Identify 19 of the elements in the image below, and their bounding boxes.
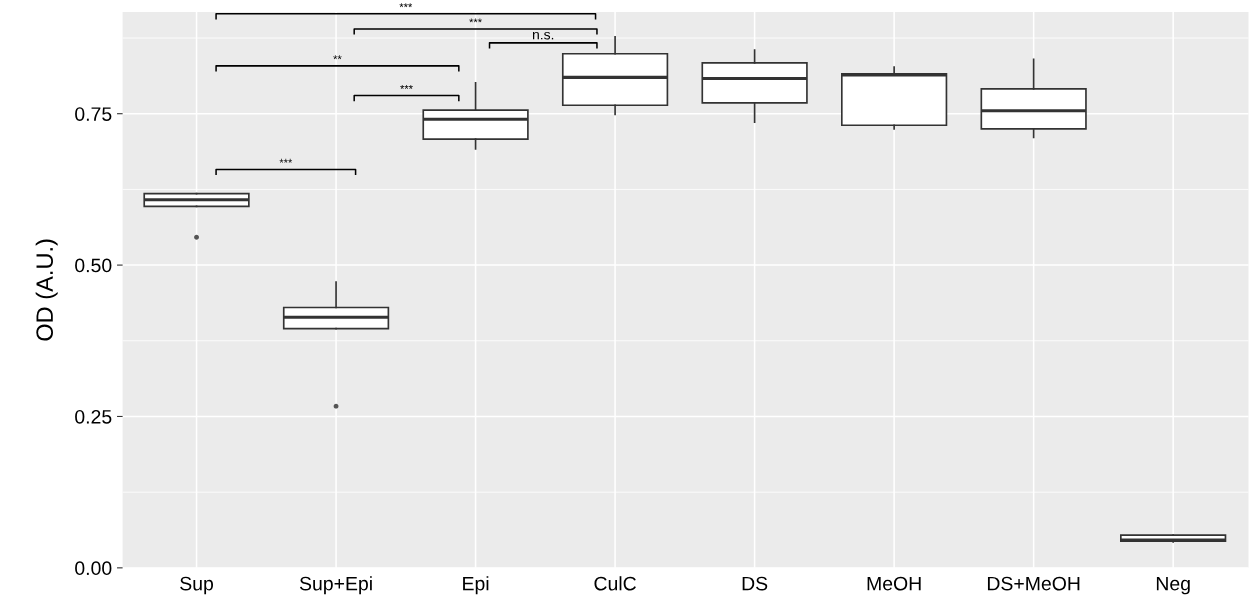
y-tick-label: 0.50 — [75, 258, 112, 273]
x-tick-label: Sup — [180, 576, 214, 595]
x-tick-label: MeOH — [867, 576, 921, 591]
y-tick-label: 0.75 — [75, 107, 112, 121]
y-tick-label: 0.00 — [75, 561, 112, 576]
annotation: ** — [333, 55, 342, 60]
annotation: *** — [279, 158, 293, 163]
annotation: *** — [469, 18, 482, 23]
text: *** — [399, 3, 413, 8]
x-tick-label: CulC — [594, 576, 636, 591]
x-tick-label: DS+MeOH — [987, 576, 1080, 591]
y-axis-title: OD (A.U.) — [35, 239, 58, 341]
annotation: n.s. — [532, 31, 554, 40]
y-tick-label: 0.25 — [75, 409, 112, 424]
x-tick-label: DS — [742, 576, 768, 591]
annotation: *** — [400, 84, 413, 89]
x-tick-label: Sup+Epi — [299, 576, 372, 595]
x-tick-label: Epi — [463, 576, 489, 595]
x-tick-label: Neg — [1156, 576, 1190, 595]
